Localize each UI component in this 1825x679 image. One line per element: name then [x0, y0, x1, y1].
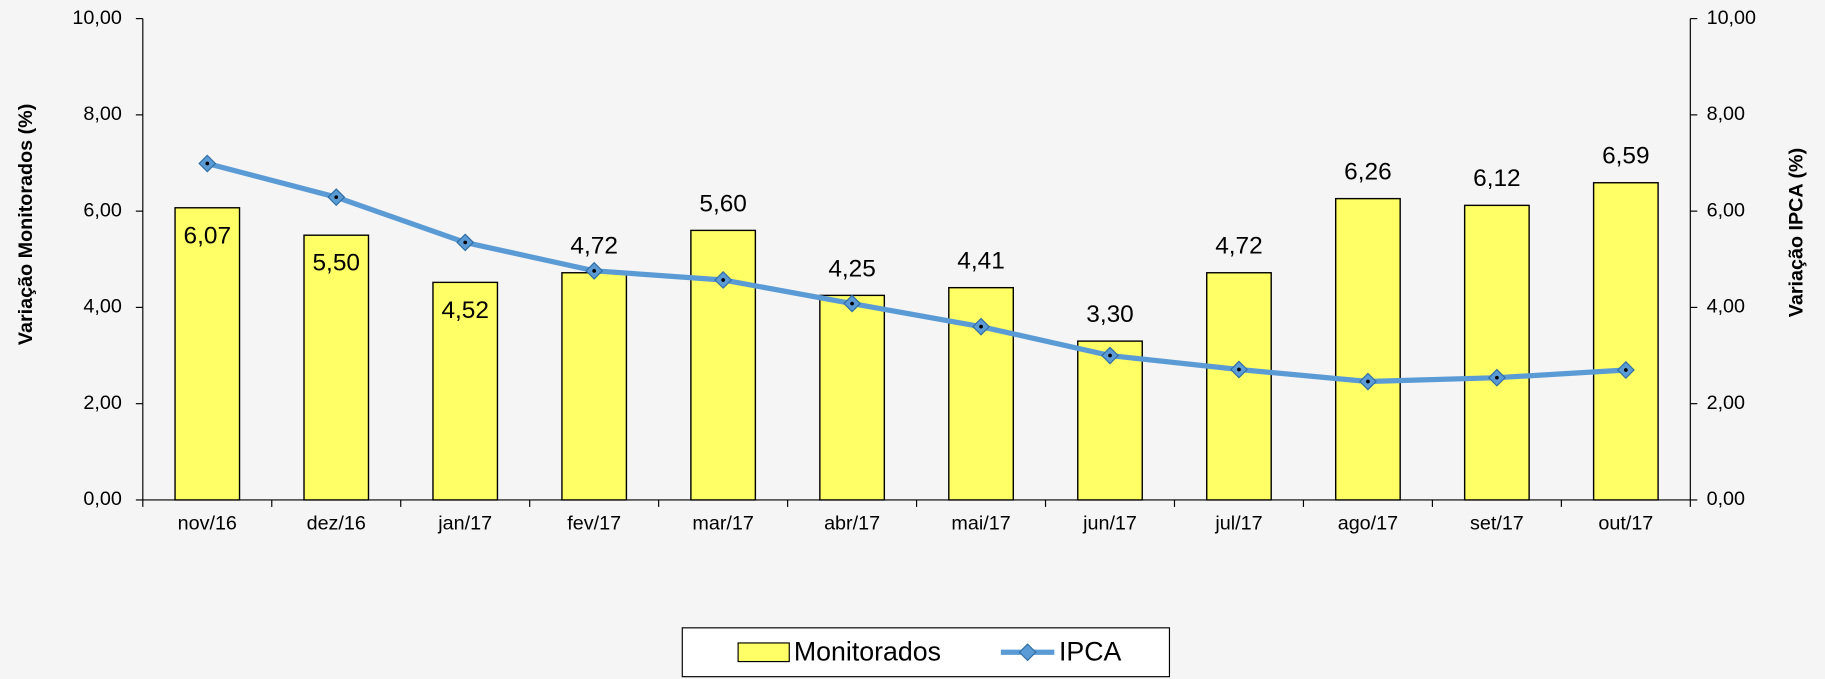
- y-tick-label: 10,00: [72, 7, 121, 29]
- x-tick-label: jun/17: [1082, 513, 1137, 535]
- x-tick-label: abr/17: [824, 513, 880, 535]
- value-label: 6,07: [184, 222, 232, 249]
- value-label: 4,72: [570, 233, 618, 260]
- x-tick-label: jul/17: [1214, 513, 1262, 535]
- marker-dot: [1237, 367, 1241, 372]
- y2-tick-label: 8,00: [1707, 103, 1745, 125]
- bar: [1463, 204, 1530, 501]
- y2-tick-label: 6,00: [1707, 199, 1745, 221]
- x-tick-label: ago/17: [1338, 513, 1398, 535]
- bar: [819, 294, 886, 501]
- marker-dot: [1495, 375, 1499, 380]
- value-label: 3,30: [1086, 301, 1134, 328]
- value-label: 6,12: [1473, 165, 1521, 192]
- x-tick-label: dez/16: [307, 513, 366, 535]
- y-tick-label: 8,00: [83, 103, 121, 125]
- marker-dot: [205, 161, 210, 166]
- legend-swatch: [737, 642, 790, 663]
- y-axis-title: Variação Monitorados (%): [15, 104, 37, 345]
- bar: [1077, 340, 1143, 501]
- y2-tick-label: 4,00: [1707, 296, 1745, 318]
- x-tick-label: mar/17: [692, 513, 753, 535]
- bar: [303, 234, 370, 501]
- marker-dot: [850, 301, 854, 306]
- y2-tick-label: 10,00: [1707, 7, 1756, 29]
- marker-dot: [463, 240, 468, 245]
- x-tick-label: set/17: [1470, 513, 1524, 535]
- bar: [1592, 182, 1659, 501]
- value-label: 4,52: [441, 297, 489, 324]
- value-label: 5,50: [312, 250, 360, 277]
- bar: [432, 281, 499, 501]
- marker-dot: [592, 268, 597, 273]
- bar: [174, 207, 241, 501]
- bar: [1334, 197, 1401, 501]
- x-tick-label: nov/16: [178, 513, 237, 535]
- legend-label: IPCA: [1059, 636, 1122, 666]
- legend-marker: [1018, 643, 1037, 662]
- x-tick-label: jan/17: [437, 513, 492, 535]
- value-label: 4,25: [828, 255, 876, 282]
- value-label: 6,26: [1344, 159, 1392, 186]
- x-tick-label: out/17: [1598, 513, 1653, 535]
- x-tick-label: fev/17: [567, 513, 621, 535]
- y-tick-label: 4,00: [83, 296, 121, 318]
- marker-dot: [721, 278, 725, 282]
- value-label: 6,59: [1602, 143, 1650, 170]
- line: [206, 160, 1627, 385]
- y2-tick-label: 0,00: [1707, 488, 1745, 510]
- y-tick-label: 0,00: [83, 488, 121, 510]
- legend-label: Monitorados: [794, 636, 941, 666]
- bar: [561, 272, 628, 501]
- marker-dot: [1366, 379, 1370, 384]
- value-label: 5,60: [699, 190, 747, 217]
- value-label: 4,41: [957, 248, 1005, 275]
- value-label: 4,72: [1215, 233, 1263, 260]
- marker-dot: [979, 324, 983, 329]
- y2-axis-title: Variação IPCA (%): [1786, 148, 1808, 317]
- y2-tick-label: 2,00: [1707, 392, 1745, 414]
- marker-dot: [1108, 353, 1112, 358]
- marker-dot: [1623, 368, 1628, 372]
- x-tick-label: mai/17: [951, 513, 1010, 535]
- marker-dot: [334, 195, 339, 200]
- bar: [690, 229, 757, 501]
- y-tick-label: 6,00: [83, 199, 121, 221]
- y-tick-label: 2,00: [83, 392, 121, 414]
- bar: [1206, 272, 1272, 501]
